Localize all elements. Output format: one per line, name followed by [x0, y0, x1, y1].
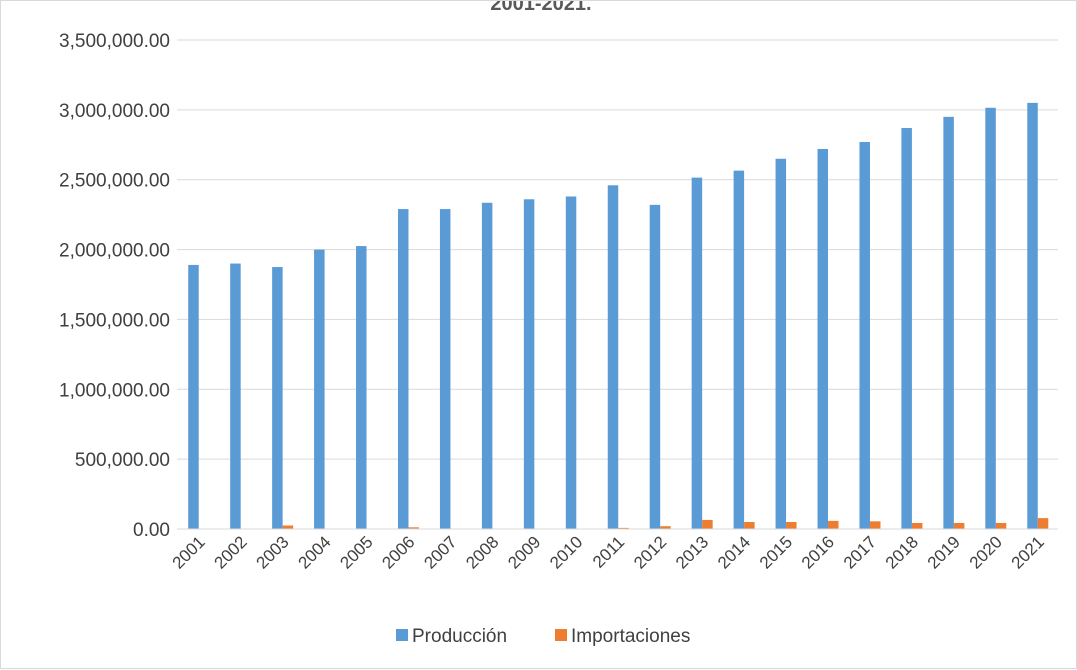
bar-importaciones-2019 [953, 522, 965, 529]
bar-produccion-2006 [397, 209, 409, 529]
bar-produccion-2020 [985, 107, 996, 530]
bar-produccion-2021 [1027, 102, 1038, 529]
x-tick-label: 2019 [924, 532, 964, 572]
bar-produccion-2007 [439, 209, 451, 529]
y-axis: 0.00 500,000.00 1,000,000.00 1,500,000.00 2,… [59, 31, 170, 541]
bar-produccion-2011 [607, 185, 619, 529]
legend-label-produccion: Producción [412, 626, 507, 647]
bar-produccion-2012 [649, 204, 661, 529]
bar-importaciones-2012 [660, 526, 671, 529]
x-tick-label: 2001 [169, 532, 209, 572]
bar-importaciones-2016 [828, 520, 839, 529]
bar-produccion-2018 [901, 128, 912, 529]
x-tick-label: 2021 [1008, 532, 1048, 572]
bar-produccion-2014 [733, 170, 745, 529]
x-tick-label: 2006 [378, 532, 418, 572]
bar-importaciones-2020 [995, 522, 1007, 529]
x-tick-label: 2016 [798, 532, 838, 572]
bar-produccion-2004 [314, 249, 325, 530]
bar-produccion-2008 [481, 202, 493, 529]
x-axis: 2001 2002 2003 2004 2005 2006 2007 2008 2009 2010… [169, 528, 1058, 573]
y-tick-label: 1,000,000.00 [59, 380, 170, 401]
x-tick-label: 2009 [504, 532, 544, 572]
x-tick-label: 2002 [211, 532, 251, 572]
bar-importaciones-2017 [869, 521, 881, 529]
x-tick-label: 2007 [420, 532, 460, 572]
legend-swatch-produccion [396, 629, 408, 641]
bar-produccion-2001 [188, 264, 199, 529]
x-tick-label: 2018 [882, 532, 922, 572]
bar-importaciones-2021 [1037, 518, 1049, 529]
x-tick-label: 2013 [672, 532, 712, 572]
legend: Producción Importaciones [396, 626, 690, 647]
bar-produccion-2017 [859, 141, 870, 529]
bar-importaciones-2003 [282, 525, 294, 529]
x-tick-label: 2010 [546, 532, 586, 572]
y-tick-label: 2,500,000.00 [59, 171, 170, 192]
x-tick-label: 2008 [462, 532, 502, 572]
x-tick-label: 2003 [253, 532, 293, 572]
bar-importaciones-2018 [911, 522, 923, 529]
y-tick-label: 0.00 [133, 520, 170, 541]
bar-produccion-2009 [523, 199, 535, 529]
bar-produccion-2015 [775, 158, 787, 529]
y-tick-label: 3,500,000.00 [59, 31, 170, 52]
legend-label-importaciones: Importaciones [571, 626, 690, 647]
y-tick-label: 500,000.00 [75, 450, 170, 471]
bar-importaciones-2013 [702, 519, 713, 529]
x-tick-label: 2020 [966, 532, 1006, 572]
bar-produccion-2019 [943, 116, 954, 529]
bar-importaciones-2006 [408, 527, 419, 529]
bar-importaciones-2014 [744, 522, 755, 529]
legend-swatch-importaciones [555, 629, 567, 641]
y-tick-label: 2,000,000.00 [59, 241, 170, 262]
bar-produccion-2005 [356, 246, 367, 530]
x-tick-label: 2004 [294, 532, 334, 572]
bar-produccion-2002 [230, 263, 241, 529]
x-tick-label: 2015 [756, 532, 796, 572]
bar-produccion-2010 [565, 196, 577, 530]
y-tick-label: 3,000,000.00 [59, 101, 170, 122]
bar-produccion-2016 [817, 148, 829, 529]
x-tick-label: 2011 [589, 532, 628, 571]
bar-produccion-2003 [272, 267, 283, 529]
chart-title: 2001-2021. [490, 1, 591, 15]
bars [188, 102, 1049, 530]
bar-importaciones-2011 [618, 527, 629, 529]
y-tick-label: 1,500,000.00 [59, 310, 170, 331]
x-tick-label: 2014 [714, 532, 754, 572]
bar-produccion-2013 [691, 177, 703, 529]
bar-importaciones-2015 [786, 522, 797, 529]
x-tick-label: 2017 [840, 532, 880, 572]
x-tick-label: 2005 [336, 532, 376, 572]
x-tick-label: 2012 [630, 532, 670, 572]
